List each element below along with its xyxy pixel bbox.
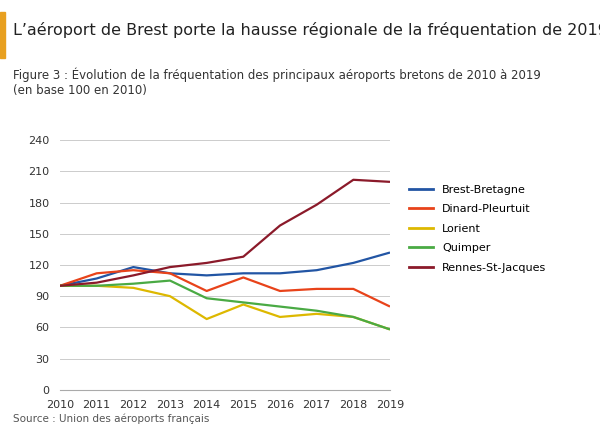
Legend: Brest-Bretagne, Dinard-Pleurtuit, Lorient, Quimper, Rennes-St-Jacques: Brest-Bretagne, Dinard-Pleurtuit, Lorien…: [409, 185, 547, 272]
Text: Figure 3 : Évolution de la fréquentation des principaux aéroports bretons de 201: Figure 3 : Évolution de la fréquentation…: [13, 67, 541, 97]
Text: L’aéroport de Brest porte la hausse régionale de la fréquentation de 2019: L’aéroport de Brest porte la hausse régi…: [13, 23, 600, 38]
Text: Source : Union des aéroports français: Source : Union des aéroports français: [13, 414, 209, 424]
